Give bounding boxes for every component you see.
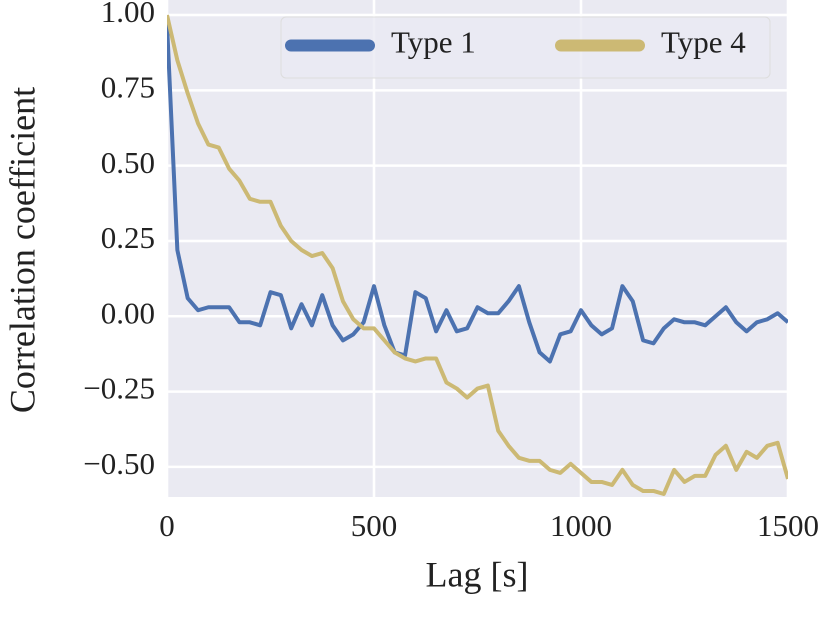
plot-background <box>167 0 788 497</box>
x-tick-label: 500 <box>351 508 398 543</box>
series-line <box>167 24 788 364</box>
x-tick-label: 1500 <box>757 508 819 543</box>
x-tick-label: 1000 <box>550 508 612 543</box>
legend-label: Type 4 <box>661 25 746 60</box>
legend-box <box>280 16 771 79</box>
y-tick-label: 1.00 <box>101 0 155 29</box>
x-tick-label: 0 <box>159 508 175 543</box>
legend-label: Type 1 <box>391 25 476 60</box>
y-tick-label: −0.50 <box>83 446 155 481</box>
y-tick-label: 0.50 <box>101 145 155 180</box>
y-tick-label: 0.00 <box>101 295 155 330</box>
y-tick-label: −0.25 <box>83 371 155 406</box>
y-tick-label: 0.25 <box>101 220 155 255</box>
series-line <box>167 14 788 496</box>
y-axis-label: Correlation coefficient <box>2 87 42 413</box>
x-axis-label: Lag [s] <box>426 554 529 594</box>
y-tick-label: 0.75 <box>101 69 155 104</box>
